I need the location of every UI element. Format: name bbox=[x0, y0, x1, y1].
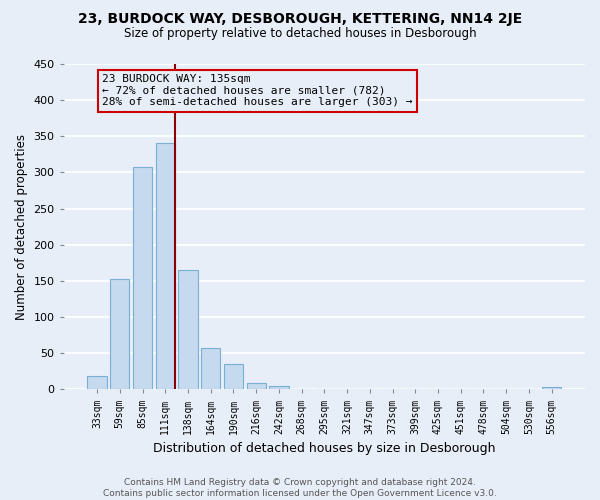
Bar bbox=[224, 364, 243, 390]
Bar bbox=[247, 383, 266, 390]
Text: 23 BURDOCK WAY: 135sqm
← 72% of detached houses are smaller (782)
28% of semi-de: 23 BURDOCK WAY: 135sqm ← 72% of detached… bbox=[102, 74, 413, 108]
Bar bbox=[155, 143, 175, 390]
Bar bbox=[88, 376, 107, 390]
Bar bbox=[110, 280, 130, 390]
Bar bbox=[201, 348, 220, 390]
Bar bbox=[542, 387, 562, 390]
Bar bbox=[292, 388, 311, 390]
Text: Size of property relative to detached houses in Desborough: Size of property relative to detached ho… bbox=[124, 28, 476, 40]
Text: 23, BURDOCK WAY, DESBOROUGH, KETTERING, NN14 2JE: 23, BURDOCK WAY, DESBOROUGH, KETTERING, … bbox=[78, 12, 522, 26]
Y-axis label: Number of detached properties: Number of detached properties bbox=[15, 134, 28, 320]
Bar bbox=[314, 388, 334, 390]
Bar bbox=[178, 270, 197, 390]
X-axis label: Distribution of detached houses by size in Desborough: Distribution of detached houses by size … bbox=[153, 442, 496, 455]
Bar bbox=[133, 168, 152, 390]
Bar bbox=[269, 386, 289, 390]
Text: Contains HM Land Registry data © Crown copyright and database right 2024.
Contai: Contains HM Land Registry data © Crown c… bbox=[103, 478, 497, 498]
